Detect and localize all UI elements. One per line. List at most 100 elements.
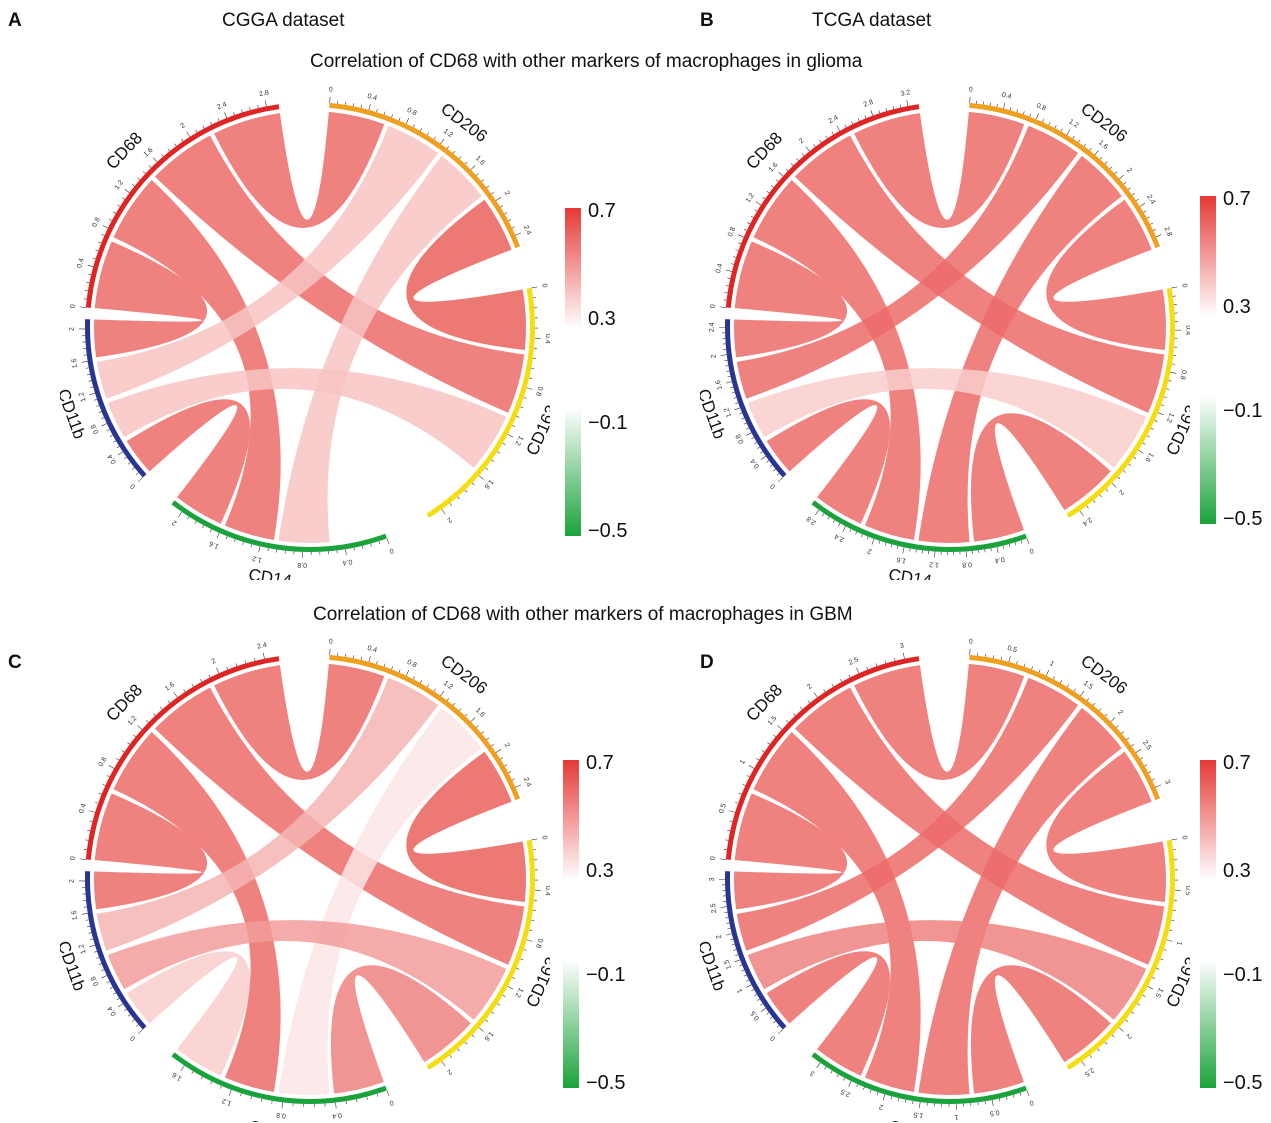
- sector-tick-label: 0.8: [297, 561, 307, 568]
- sector-tick: [1147, 986, 1154, 990]
- chord-ribbon-cd206-cd14: [278, 155, 482, 543]
- sector-tick-label: 0.5: [989, 1108, 1000, 1117]
- sector-tick: [449, 1055, 452, 1058]
- sector-tick-label: 1.5: [1082, 680, 1094, 691]
- sector-tick: [200, 1076, 203, 1080]
- sector-tick: [1137, 1003, 1141, 1006]
- sector-arc-cd14: [811, 500, 1027, 552]
- chord-ribbon-cd68-cd206: [854, 111, 1025, 228]
- sector-tick-label: 1: [1175, 940, 1183, 946]
- sector-tick: [81, 361, 88, 363]
- sector-tick: [1146, 435, 1150, 438]
- sector-tick: [1003, 102, 1006, 109]
- sector-tick: [113, 440, 117, 443]
- sector-tick: [1067, 684, 1070, 688]
- sector-tick-label: 0.4: [76, 258, 85, 269]
- sector-tick: [457, 1048, 460, 1052]
- sector-tick: [1123, 182, 1127, 185]
- sector-tick: [464, 713, 468, 717]
- sector-tick: [785, 168, 789, 172]
- sector-tick: [124, 188, 130, 193]
- sector-tick: [92, 257, 96, 260]
- sector-tick: [101, 969, 105, 972]
- sector-tick: [360, 656, 363, 660]
- legend-lower-min: −0.5: [586, 1072, 626, 1094]
- legend-upper-min: 0.3: [586, 860, 614, 882]
- sector-tick: [1163, 949, 1167, 951]
- sector-tick: [1072, 135, 1075, 139]
- chord-links: [94, 663, 526, 1095]
- sector-tick: [459, 156, 462, 159]
- sector-label-cd163: CD163: [523, 402, 550, 458]
- sector-tick: [241, 109, 243, 113]
- sector-tick: [209, 529, 212, 533]
- panel-letter-c: C: [8, 652, 22, 673]
- sector-tick: [405, 670, 410, 676]
- sector-tick: [866, 536, 869, 540]
- dataset-label-a: CGGA dataset: [222, 10, 345, 31]
- sector-label-cd14: CD14: [247, 565, 293, 580]
- sector-tick: [759, 1003, 763, 1006]
- sector-tick-label: 1.6: [715, 379, 724, 390]
- sector-tick: [85, 367, 89, 369]
- sector-tick: [391, 666, 393, 670]
- sector-tick: [751, 437, 755, 440]
- sector-tick: [1099, 156, 1103, 160]
- sector-tick: [413, 124, 416, 128]
- sector-tick: [167, 148, 170, 152]
- sector-tick: [909, 548, 911, 552]
- sector-tick: [1093, 500, 1096, 503]
- chord-ribbon-cd14-cd11b: [766, 951, 890, 1076]
- sector-tick: [398, 117, 401, 121]
- sector-tick: [1089, 1055, 1092, 1058]
- sector-tick-label: 0: [769, 482, 777, 490]
- sector-tick: [271, 1100, 273, 1104]
- sector-tick: [485, 1019, 488, 1022]
- sector-tick: [264, 100, 267, 107]
- sector-tick: [769, 464, 773, 468]
- legend-bar-upper: [1200, 196, 1216, 316]
- sector-tick: [754, 209, 758, 212]
- sector-tick-label: 0.8: [91, 216, 102, 228]
- sector-label-cd163: CD163: [1163, 954, 1190, 1010]
- chord-links: [734, 663, 1166, 1095]
- sector-tick: [727, 830, 731, 832]
- sector-tick: [353, 655, 355, 659]
- sector-tick: [335, 1102, 337, 1109]
- sector-tick: [491, 743, 495, 747]
- sector-arc-cd11b: [725, 871, 787, 1030]
- sector-tick: [1042, 119, 1045, 123]
- sector-tick: [217, 118, 220, 122]
- sector-tick: [1168, 380, 1172, 382]
- sector-tick: [730, 938, 734, 941]
- sector-tick-label: 1.2: [513, 434, 524, 446]
- sector-tick: [127, 742, 130, 745]
- sector-tick-label: 1.5: [767, 715, 779, 727]
- chord-links: [734, 111, 1166, 543]
- sector-tick: [796, 158, 799, 161]
- sector-tick: [500, 757, 504, 760]
- sector-tick: [433, 688, 436, 692]
- sector-tick: [102, 783, 106, 786]
- sector-tick: [240, 1093, 242, 1097]
- chord-ribbon-cd68-cd206: [214, 111, 385, 228]
- sector-tick: [1104, 1041, 1108, 1045]
- sector-tick: [210, 121, 212, 125]
- sector-tick: [116, 758, 120, 761]
- sector-tick: [420, 128, 423, 132]
- sector-arc-cd14: [171, 500, 387, 552]
- sector-tick: [756, 758, 760, 761]
- sector-tick: [1054, 125, 1057, 129]
- legend-lower-max: −0.1: [1223, 400, 1263, 422]
- sector-tick: [478, 1027, 484, 1032]
- sector-tick: [741, 969, 745, 972]
- sector-tick: [178, 511, 183, 518]
- sector-tick: [1126, 737, 1130, 740]
- sector-tick: [790, 163, 794, 166]
- sector-tick: [160, 706, 163, 710]
- sector-tick: [746, 979, 750, 982]
- sector-tick-label: 1.2: [78, 943, 88, 954]
- sector-tick: [101, 234, 105, 236]
- sector-tick: [345, 549, 347, 556]
- sector-label-cd68: CD68: [742, 128, 786, 173]
